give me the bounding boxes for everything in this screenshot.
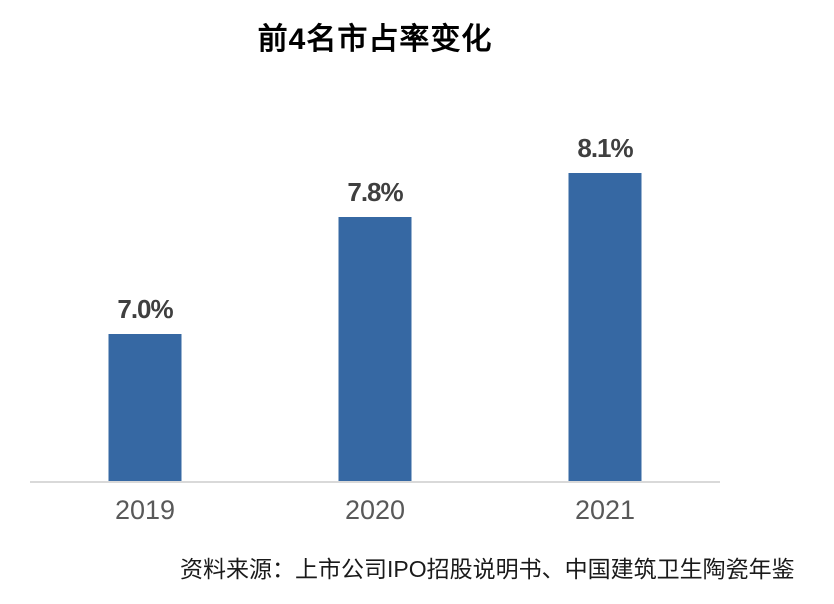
value-label-2021: 8.1% xyxy=(577,133,633,163)
x-tick-label-2019: 2019 xyxy=(114,495,176,525)
bar-2020 xyxy=(338,217,412,481)
bar-2021 xyxy=(568,173,642,481)
bar-2019 xyxy=(108,334,182,481)
bar-chart-plot: 7.0% 2019 7.8% 2020 8.1% 2021 xyxy=(30,100,720,524)
source-note: 资料来源：上市公司IPO招股说明书、中国建筑卫生陶瓷年鉴 xyxy=(180,556,795,582)
x-tick-label-2020: 2020 xyxy=(344,495,406,525)
x-tick-label-2021: 2021 xyxy=(574,495,636,525)
bar-group-2020: 7.8% 2020 xyxy=(260,100,490,524)
value-label-2019: 7.0% xyxy=(117,294,173,324)
chart-title: 前4名市占率变化 xyxy=(257,23,493,56)
bar-group-2019: 7.0% 2019 xyxy=(30,100,260,524)
bar-group-2021: 8.1% 2021 xyxy=(490,100,720,524)
value-label-2020: 7.8% xyxy=(347,177,403,207)
